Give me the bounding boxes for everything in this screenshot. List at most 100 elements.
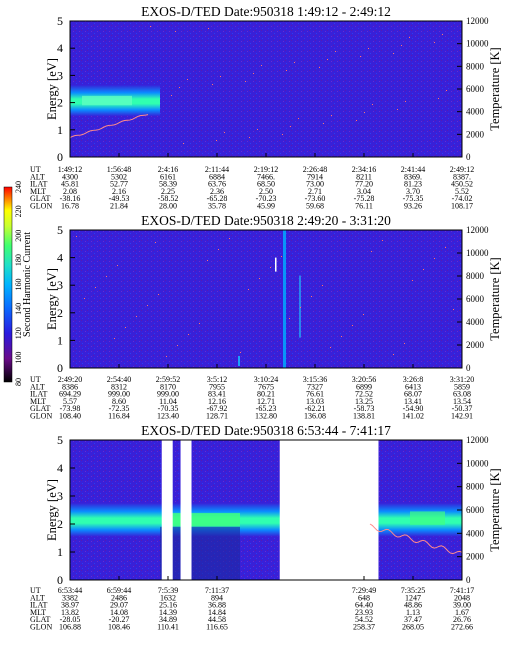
table-cell: 13.82: [61, 608, 79, 617]
table-cell: 48.86: [404, 601, 422, 610]
table-cell: 7:41:17: [450, 586, 474, 595]
row-label: MLT: [30, 608, 46, 617]
table-cell: 63.76: [208, 180, 226, 189]
table-cell: 7914: [307, 172, 323, 181]
y2-tick-label: 6000: [466, 294, 485, 304]
table-cell: 12.16: [208, 397, 226, 406]
noise-dot: [393, 53, 394, 54]
noise-dot: [158, 294, 159, 295]
row-label: ILAT: [30, 601, 47, 610]
noise-dot: [382, 240, 383, 241]
table-cell: 2:49:20: [58, 375, 82, 384]
table-cell: 28.00: [159, 202, 177, 211]
colorbar-tick-label: 220: [14, 205, 23, 217]
table-cell: 14.08: [110, 608, 128, 617]
table-cell: 44.58: [208, 615, 226, 624]
row-label: GLAT: [30, 194, 51, 203]
y-tick-label: 3: [57, 278, 63, 292]
table-cell: 123.40: [157, 412, 179, 421]
table-cell: 272.66: [451, 623, 473, 632]
noise-dot: [117, 265, 118, 266]
row-label: GLON: [30, 623, 52, 632]
table-cell: 8211: [356, 172, 372, 181]
marker-tick: [275, 257, 277, 272]
y2-tick-label: 0: [466, 575, 471, 585]
noise-dot: [423, 269, 424, 270]
table-cell: -58.52: [158, 194, 179, 203]
noise-dot: [434, 258, 435, 259]
noise-dot: [360, 56, 361, 57]
y-tick-label: 5: [57, 433, 63, 447]
table-cell: -73.98: [60, 404, 81, 413]
table-cell: 2.50: [259, 187, 273, 196]
noise-dot: [270, 267, 271, 268]
ion-band-core: [82, 95, 132, 106]
noise-dot: [150, 26, 151, 27]
table-cell: 8369.: [404, 172, 422, 181]
table-cell: 1:49:12: [58, 165, 82, 174]
noise-dot: [323, 123, 324, 124]
table-cell: 1.67: [455, 608, 469, 617]
low-energy-region: [160, 526, 240, 580]
table-cell: 68.50: [257, 180, 275, 189]
y2-axis-label: Temperature [K]: [488, 468, 502, 551]
table-cell: 26.76: [453, 615, 471, 624]
noise-dot: [401, 45, 402, 46]
table-cell: -20.27: [109, 615, 130, 624]
table-cell: -54.90: [403, 404, 424, 413]
noise-dot: [259, 278, 260, 279]
noise-dot: [311, 296, 312, 297]
row-label: UT: [30, 586, 41, 595]
table-cell: -70.35: [158, 404, 179, 413]
spike-column: [299, 275, 301, 338]
table-cell: 2.36: [210, 187, 224, 196]
y2-tick-label: 8000: [466, 271, 485, 281]
table-cell: 108.17: [451, 202, 473, 211]
noise-dot: [76, 236, 77, 237]
y2-tick-label: 10000: [466, 458, 489, 468]
colorbar-ramp: [4, 187, 12, 382]
table-cell: 5302: [111, 172, 127, 181]
table-cell: 8170: [160, 382, 176, 391]
noise-dot: [281, 256, 282, 257]
table-cell: 3:15:36: [303, 375, 327, 384]
noise-dot: [341, 336, 342, 337]
y2-tick-label: 0: [466, 152, 471, 162]
table-cell: 58.39: [159, 180, 177, 189]
table-cell: 7:11:37: [205, 586, 229, 595]
table-cell: -50.37: [452, 404, 473, 413]
noise-dot: [335, 51, 336, 52]
panel-title: EXOS-D/TED Date:950318 1:49:12 - 2:49:12: [141, 4, 391, 19]
panels-layer: EXOS-D/TED Date:950318 1:49:12 - 2:49:12…: [30, 4, 502, 632]
table-cell: 76.11: [355, 202, 373, 211]
y-tick-label: 5: [57, 14, 63, 28]
row-label: ILAT: [30, 180, 47, 189]
noise-dot: [290, 126, 291, 127]
colorbar-tick-label: 180: [14, 254, 23, 266]
noise-dot: [207, 260, 208, 261]
table-cell: 138.81: [353, 412, 375, 421]
table-cell: 7675: [258, 382, 274, 391]
panel-title: EXOS-D/TED Date:950318 2:49:20 - 3:31:20: [141, 213, 391, 228]
table-cell: -65.28: [207, 194, 228, 203]
table-cell: 3:26:8: [403, 375, 423, 384]
noise-dot: [368, 48, 369, 49]
noise-dot: [300, 307, 301, 308]
noise-dot: [218, 249, 219, 250]
noise-dot: [330, 347, 331, 348]
table-cell: 694.29: [59, 390, 81, 399]
y2-axis-label: Temperature [K]: [488, 47, 502, 130]
table-cell: 35.78: [208, 202, 226, 211]
noise-dot: [175, 31, 176, 32]
noise-dot: [364, 112, 365, 113]
noise-dot: [166, 356, 167, 357]
noise-dot: [356, 120, 357, 121]
noise-dot: [409, 37, 410, 38]
row-label: ALT: [30, 593, 45, 602]
table-cell: 2.08: [63, 187, 77, 196]
table-cell: 54.52: [355, 615, 373, 624]
table-cell: -72.35: [109, 404, 130, 413]
colorbar-tick-label: 240: [14, 181, 23, 193]
spike-column: [283, 230, 286, 368]
noise-dot: [393, 354, 394, 355]
